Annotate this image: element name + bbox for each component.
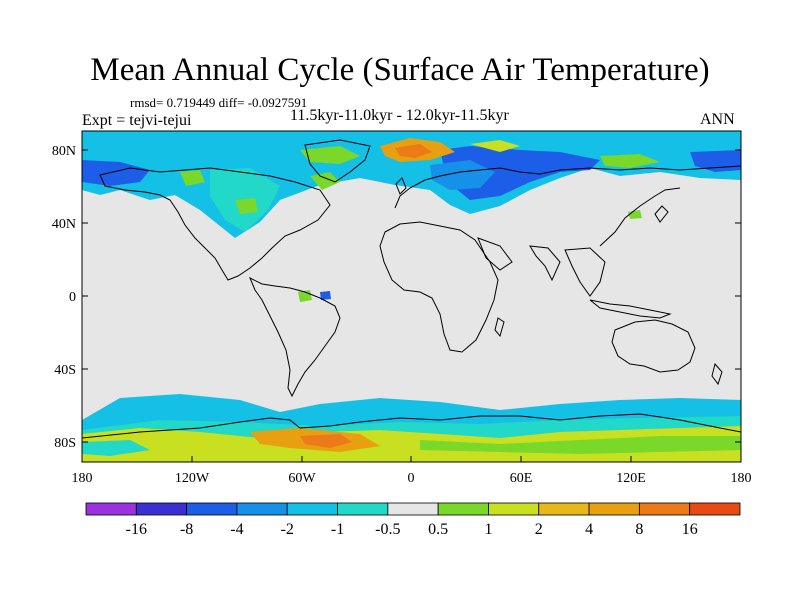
chukchi-warm-anomaly — [600, 154, 660, 168]
lat-tick-label: 80N — [52, 144, 76, 159]
greenland-warm-anomaly — [300, 146, 360, 164]
coastlines — [82, 139, 741, 439]
period-subtitle: 11.5kyr-11.0kyr - 12.0kyr-11.5kyr — [290, 107, 509, 124]
greenland-coast — [304, 139, 371, 183]
colorbar-label: -1 — [331, 521, 344, 538]
longitude-axis: 180 120W 60W 0 60E 120E 180 — [72, 456, 752, 486]
british-isles-coast — [395, 177, 407, 195]
season-label: ANN — [700, 111, 735, 128]
colorbar-swatch — [488, 502, 540, 516]
colorbar-label: -4 — [230, 521, 243, 538]
india-coast — [529, 245, 561, 282]
africa-coast — [379, 221, 499, 353]
colorbar-swatch — [588, 502, 640, 516]
colorbar-swatch — [337, 502, 389, 516]
labrador-warm-anomaly — [310, 172, 340, 190]
chart-title: Mean Annual Cycle (Surface Air Temperatu… — [90, 52, 710, 88]
lon-tick-label: 180 — [72, 471, 93, 486]
amazon-cold-patch — [320, 291, 331, 300]
lon-tick-label: 180 — [731, 471, 752, 486]
colorbar-label: -8 — [180, 521, 193, 538]
se-asia-coast — [564, 247, 606, 297]
madagascar-coast — [494, 317, 505, 338]
colorbar-swatch — [538, 502, 590, 516]
colorbar-swatch — [387, 502, 439, 516]
na-warm-patch — [235, 198, 258, 214]
colorbar-label: -16 — [126, 521, 147, 538]
anomaly-field — [82, 131, 741, 462]
colorbar: -16 -8 -4 -2 -1 -0.5 0.5 1 2 4 8 16 — [85, 502, 741, 538]
colorbar-swatch — [85, 502, 137, 516]
lon-tick-label: 120W — [175, 471, 210, 486]
ross-cool-patch — [82, 440, 150, 456]
latitude-axis: 80N 40N 0 40S 80S — [52, 144, 741, 451]
weddell-strong-warm-anomaly — [300, 434, 352, 448]
east-antarctic-warm-band — [420, 436, 741, 454]
new-zealand-coast — [711, 362, 723, 386]
colorbar-label: 8 — [635, 521, 643, 538]
lon-tick-label: 60W — [288, 471, 316, 486]
experiment-label: Expt = tejvi-tejui — [82, 112, 192, 129]
europe-cold-anomaly — [430, 160, 495, 190]
lon-tick-label: 60E — [510, 471, 533, 486]
europe-coast — [394, 165, 741, 209]
colorbar-label: 1 — [484, 521, 492, 538]
south-america-coast — [249, 276, 341, 398]
colorbar-swatch — [689, 502, 741, 516]
japan-coast — [654, 205, 669, 223]
colorbar-swatch — [135, 502, 188, 516]
svalbard-warm-anomaly — [395, 144, 432, 158]
antarctica-coast — [82, 413, 741, 439]
colorbar-swatch — [286, 502, 338, 516]
lon-tick-label: 120E — [616, 471, 646, 486]
east-asia-coast — [599, 187, 681, 247]
colorbar-label: -0.5 — [375, 521, 400, 538]
colorbar-swatch — [186, 502, 238, 516]
lat-tick-label: 40N — [52, 217, 76, 232]
lat-tick-label: 40S — [54, 363, 76, 378]
lat-tick-label: 0 — [69, 290, 76, 305]
colorbar-label: 16 — [682, 521, 698, 538]
kara-warm-anomaly — [470, 140, 520, 152]
colorbar-label: 4 — [585, 521, 593, 538]
arabia-coast — [477, 237, 513, 271]
indonesia-coast — [589, 299, 672, 319]
colorbar-swatch — [638, 502, 691, 516]
lon-tick-label: 0 — [408, 471, 415, 486]
alaska-cold-anomaly — [82, 160, 150, 186]
north-america-coast — [99, 167, 331, 281]
colorbar-swatch — [437, 502, 489, 516]
stats-text: rmsd= 0.719449 diff= -0.0927591 — [130, 95, 308, 110]
colorbar-swatch — [236, 502, 288, 516]
australia-coast — [611, 319, 696, 373]
alaska-warm-patch — [180, 170, 205, 186]
colorbar-label: 2 — [535, 521, 543, 538]
colorbar-label: 0.5 — [428, 521, 448, 538]
lat-tick-label: 80S — [54, 436, 76, 451]
colorbar-label: -2 — [281, 521, 294, 538]
